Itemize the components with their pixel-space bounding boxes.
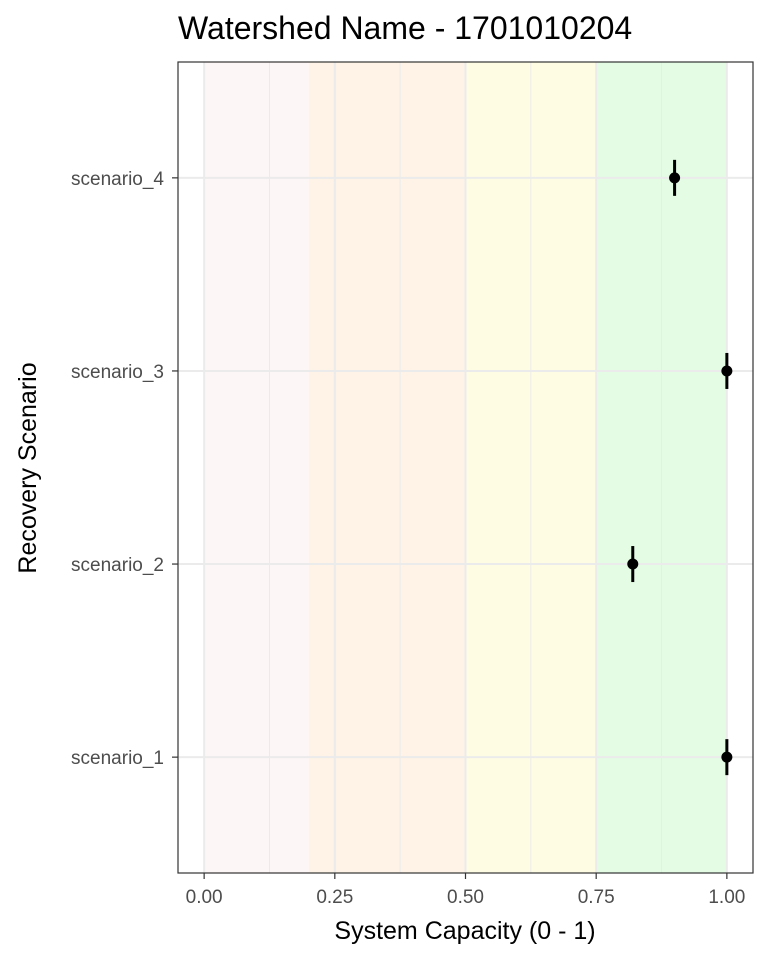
chart-title: Watershed Name - 1701010204	[178, 10, 632, 46]
capacity-band-1	[204, 62, 309, 873]
y-tick-label-scenario_2: scenario_2	[71, 555, 164, 576]
x-tick-label-1: 0.00	[186, 887, 223, 908]
x-axis-ticks: 0.00 0.25 0.50 0.75 1.00	[186, 873, 745, 908]
y-axis-ticks: scenario_1 scenario_2 scenario_3 scenario_4	[71, 169, 178, 769]
point-scenario_3	[721, 365, 733, 377]
x-tick-label-3: 0.50	[447, 887, 484, 908]
x-tick-label-4: 0.75	[578, 887, 615, 908]
data-points	[627, 159, 733, 776]
y-tick-label-scenario_3: scenario_3	[71, 362, 164, 383]
x-tick-label-5: 1.00	[708, 887, 745, 908]
grid-lines	[178, 62, 753, 873]
point-scenario_1	[721, 751, 733, 763]
capacity-band-2	[308, 62, 466, 873]
y-axis-title: Recovery Scenario	[14, 362, 42, 573]
y-tick-label-scenario_4: scenario_4	[71, 169, 164, 190]
x-tick-label-2: 0.25	[316, 887, 353, 908]
x-axis-title: System Capacity (0 - 1)	[334, 917, 595, 945]
point-scenario_4	[669, 172, 681, 184]
y-tick-label-scenario_1: scenario_1	[71, 748, 164, 769]
point-scenario_2	[627, 558, 639, 570]
